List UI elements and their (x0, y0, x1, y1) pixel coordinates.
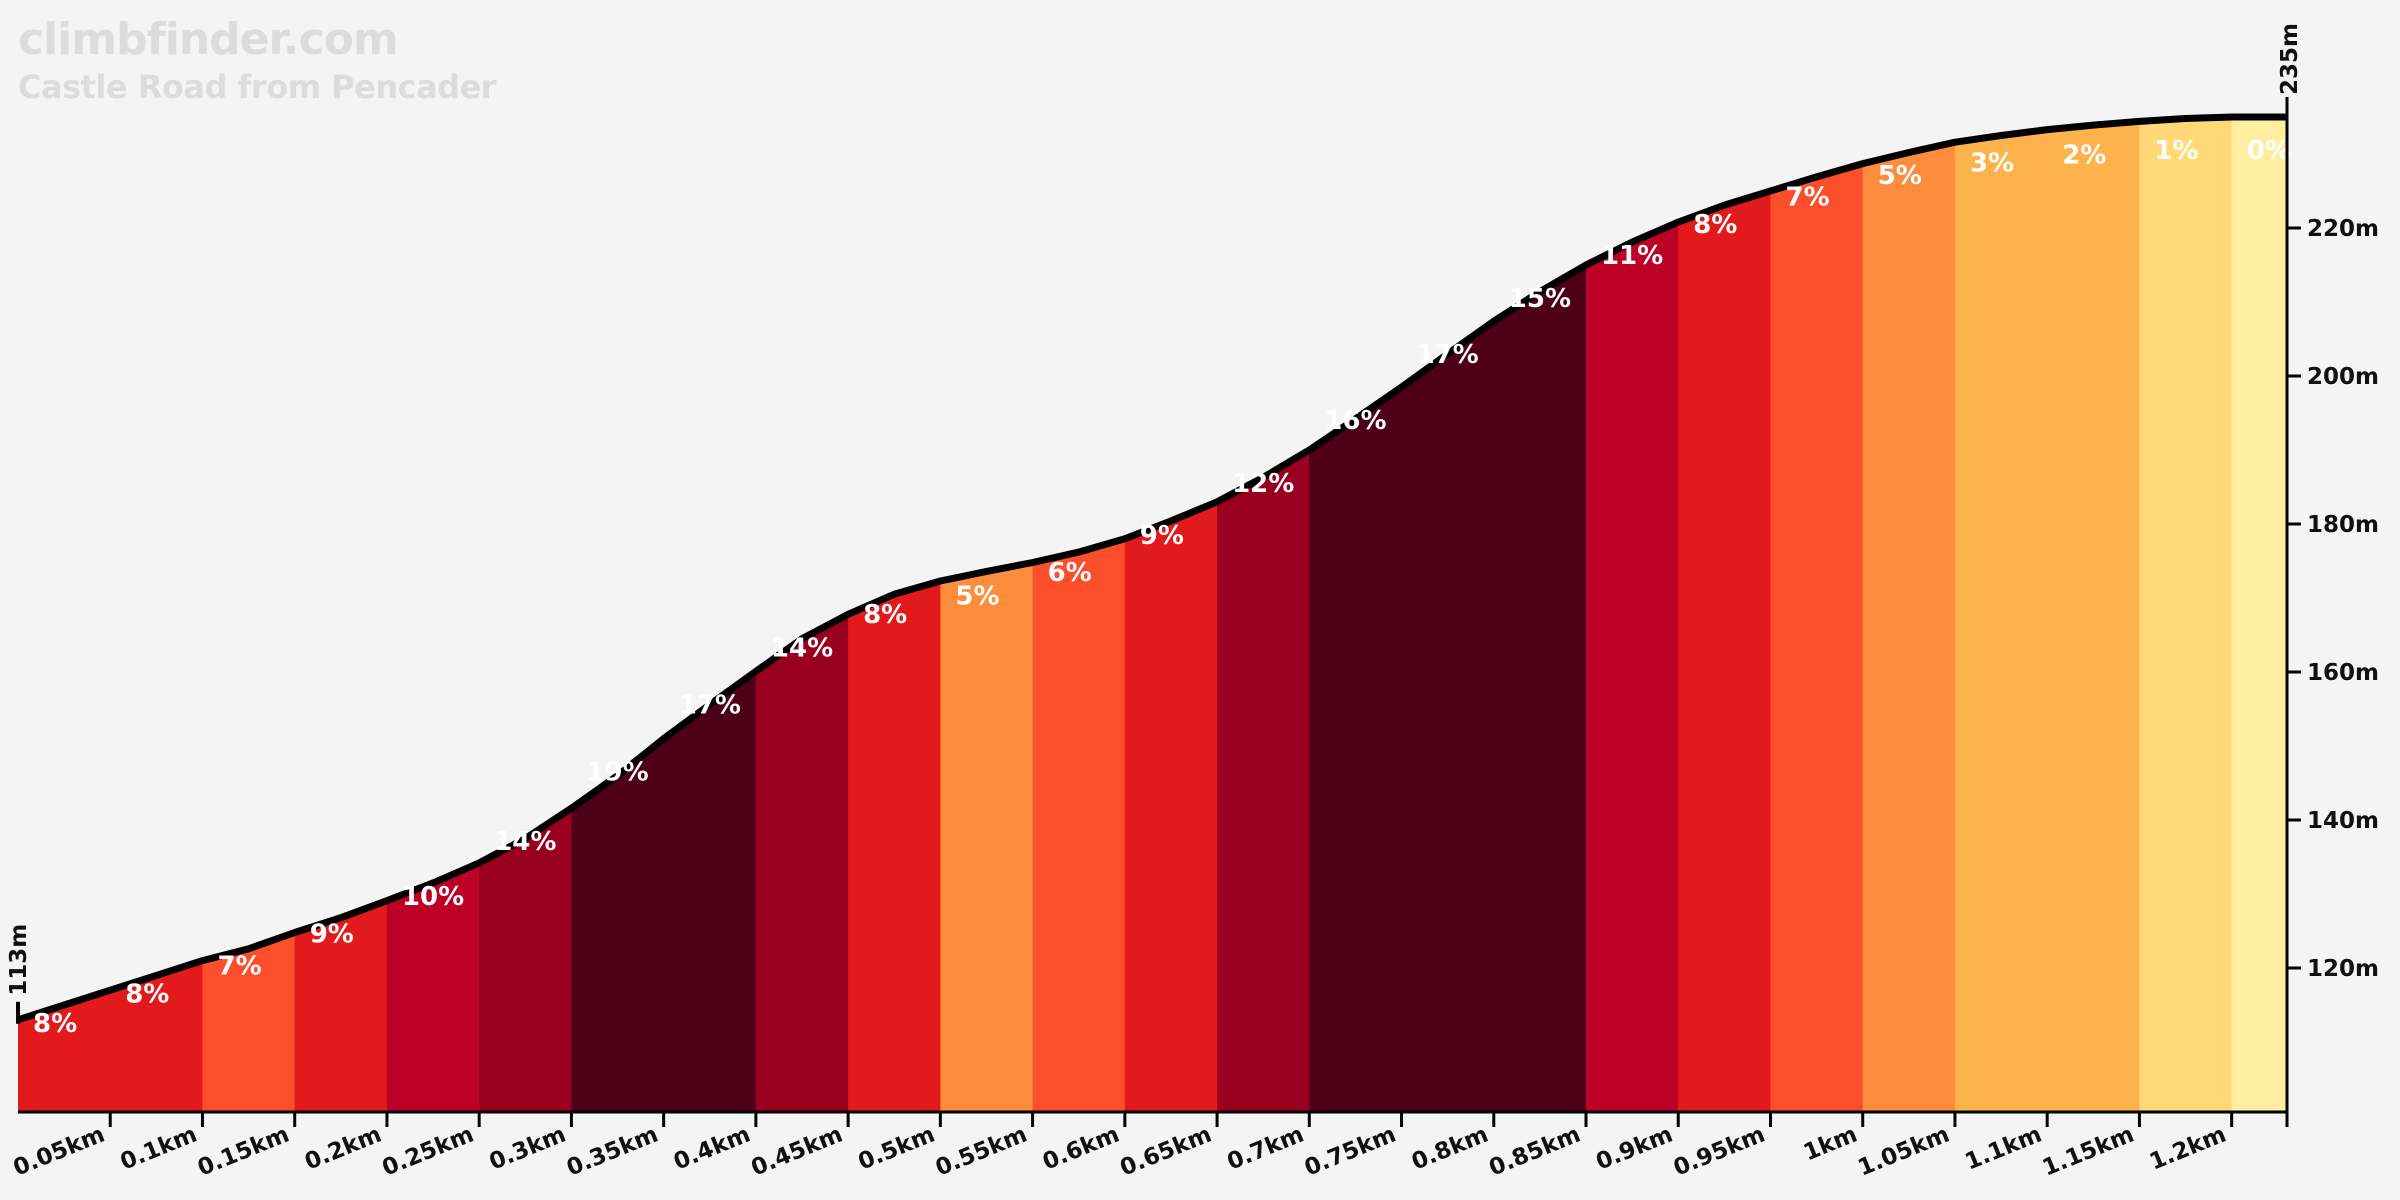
grade-segment (571, 117, 757, 1112)
grade-label: 5% (955, 582, 999, 612)
grade-segment (1309, 117, 1587, 1112)
elevation-profile-line (16, 113, 2287, 1024)
grade-label: 17% (679, 690, 741, 720)
grade-segment (18, 117, 204, 1112)
grade-segment (2231, 117, 2287, 1112)
grade-segment (2139, 117, 2233, 1112)
x-tick-label: 0.85km (1485, 1121, 1584, 1181)
x-tick-label: 0.4km (670, 1121, 754, 1175)
grade-label: 11% (1601, 241, 1663, 271)
grade-label: 8% (125, 980, 169, 1010)
x-tick-label: 0.15km (194, 1121, 293, 1181)
grade-label: 7% (1786, 183, 1830, 213)
grade-label: 3% (1970, 149, 2014, 179)
grade-label: 8% (1693, 210, 1737, 240)
start-elevation-label: 113m (6, 924, 32, 996)
grade-segments (18, 117, 2287, 1112)
x-tick-label: 0.1km (117, 1121, 201, 1175)
y-tick-label: 140m (2307, 808, 2379, 834)
y-tick-label: 200m (2307, 364, 2379, 390)
grade-label: 2% (2062, 140, 2106, 170)
x-tick-label: 0.55km (932, 1121, 1031, 1181)
grade-segment (1955, 117, 2141, 1112)
grade-label: 14% (494, 827, 556, 857)
grade-segment (1124, 117, 1218, 1112)
x-tick-label: 1.1km (1962, 1121, 2046, 1175)
grade-label: 14% (771, 633, 833, 663)
grade-label: 6% (1048, 558, 1092, 588)
x-tick-label: 0.25km (379, 1121, 478, 1181)
grade-label: 17% (1417, 340, 1479, 370)
x-tick-label: 0.6km (1039, 1121, 1123, 1175)
grade-label: 16% (1324, 406, 1386, 436)
climb-title: Castle Road from Pencader (18, 68, 497, 106)
x-tick-label: 0.5km (855, 1121, 939, 1175)
x-tick-label: 1.2km (2146, 1121, 2230, 1175)
grade-label: 15% (1509, 284, 1571, 314)
grade-label: 19% (586, 758, 648, 788)
grade-label: 5% (1878, 161, 1922, 191)
y-tick-label: 160m (2307, 660, 2379, 686)
grade-segment (755, 117, 849, 1112)
grade-label: 8% (863, 600, 907, 630)
grade-label: 9% (310, 920, 354, 950)
grade-label: 9% (1140, 521, 1184, 551)
y-tick-label: 120m (2307, 956, 2379, 982)
x-tick-label: 0.9km (1593, 1121, 1677, 1175)
x-tick-label: 0.45km (748, 1121, 847, 1181)
grade-segment (1770, 117, 1864, 1112)
x-tick-label: 0.75km (1301, 1121, 1400, 1181)
grade-segment (940, 117, 1034, 1112)
site-watermark: climbfinder.com (18, 14, 399, 65)
grade-labels: 8% 8% 7% 9% 10% 14% 19% 17% 14% 8% 5% 6% 9% 12% 16% 17%… (33, 136, 2291, 1039)
x-tick-label: 0.2km (301, 1121, 385, 1175)
x-tick-label: 0.65km (1117, 1121, 1216, 1181)
x-tick-label: 0.3km (486, 1121, 570, 1175)
y-tick-label: 220m (2307, 216, 2379, 242)
grade-segment (1862, 117, 1956, 1112)
grade-segment (386, 117, 480, 1112)
grade-label: 12% (1232, 469, 1294, 499)
grade-label: 7% (218, 952, 262, 982)
x-tick-label: 0.35km (563, 1121, 662, 1181)
x-tick-label: 1.05km (1854, 1121, 1953, 1181)
grade-segment (848, 117, 941, 1112)
grade-label: 10% (402, 882, 464, 912)
grade-segment (479, 117, 572, 1112)
grade-segment (1217, 117, 1310, 1112)
end-elevation-label: 235m (2277, 23, 2303, 95)
x-tick-label: 0.8km (1408, 1121, 1492, 1175)
grade-segment (1678, 117, 1771, 1112)
grade-label: 1% (2154, 136, 2198, 166)
grade-segment (1586, 117, 1679, 1112)
x-tick-label: 0.95km (1670, 1121, 1769, 1181)
grade-label: 8% (33, 1009, 77, 1039)
x-tick-label: 1km (1800, 1121, 1861, 1166)
x-tick-label: 0.05km (10, 1121, 109, 1181)
y-tick-label: 180m (2307, 512, 2379, 538)
grade-label: 0% (2247, 136, 2291, 166)
x-tick-label: 0.7km (1224, 1121, 1308, 1175)
x-tick-label: 1.15km (2039, 1121, 2138, 1181)
